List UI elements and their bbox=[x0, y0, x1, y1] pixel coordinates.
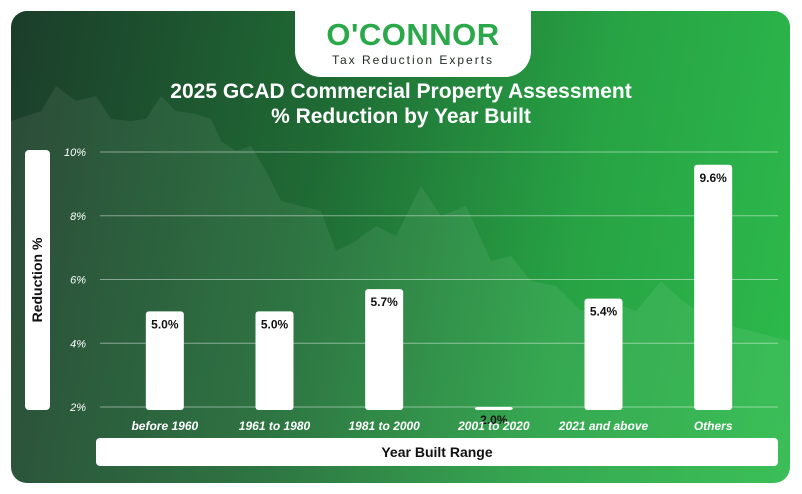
bar bbox=[365, 289, 404, 410]
logo: O'CONNOR Tax Reduction Experts bbox=[295, 11, 531, 77]
x-tick-label: before 1960 bbox=[131, 419, 198, 433]
bar bbox=[145, 311, 184, 410]
data-label: 9.6% bbox=[699, 171, 727, 185]
y-axis-label-box bbox=[25, 150, 50, 410]
data-label: 2.0% bbox=[480, 413, 508, 427]
x-tick-label: 1981 to 2000 bbox=[348, 419, 420, 433]
logo-tagline: Tax Reduction Experts bbox=[331, 53, 495, 67]
y-tick-label: 6% bbox=[70, 275, 86, 287]
bar bbox=[694, 164, 733, 410]
y-tick-label: 4% bbox=[70, 338, 86, 350]
x-tick-label: Others bbox=[694, 419, 733, 433]
y-tick-label: 2% bbox=[69, 402, 86, 414]
x-axis-label-box bbox=[96, 438, 778, 466]
chart-subtitle: % Reduction by Year Built bbox=[271, 105, 531, 128]
y-tick-label: 8% bbox=[70, 211, 86, 223]
x-tick-label: 2001 to 2020 bbox=[457, 419, 530, 433]
data-label: 5.7% bbox=[370, 295, 398, 309]
data-label: 5.4% bbox=[590, 305, 618, 319]
bar bbox=[584, 298, 623, 410]
chart-title: 2025 GCAD Commercial Property Assessment bbox=[170, 80, 632, 103]
data-label: 5.0% bbox=[261, 317, 289, 331]
x-axis-label: Year Built Range bbox=[381, 444, 493, 460]
x-tick-label: 2021 and above bbox=[558, 419, 649, 433]
y-tick-label: 10% bbox=[64, 147, 86, 159]
bar bbox=[255, 311, 294, 410]
x-tick-label: 1961 to 1980 bbox=[239, 419, 311, 433]
bar bbox=[474, 407, 513, 410]
logo-brand: O'CONNOR bbox=[326, 17, 500, 52]
data-label: 5.0% bbox=[151, 317, 179, 331]
